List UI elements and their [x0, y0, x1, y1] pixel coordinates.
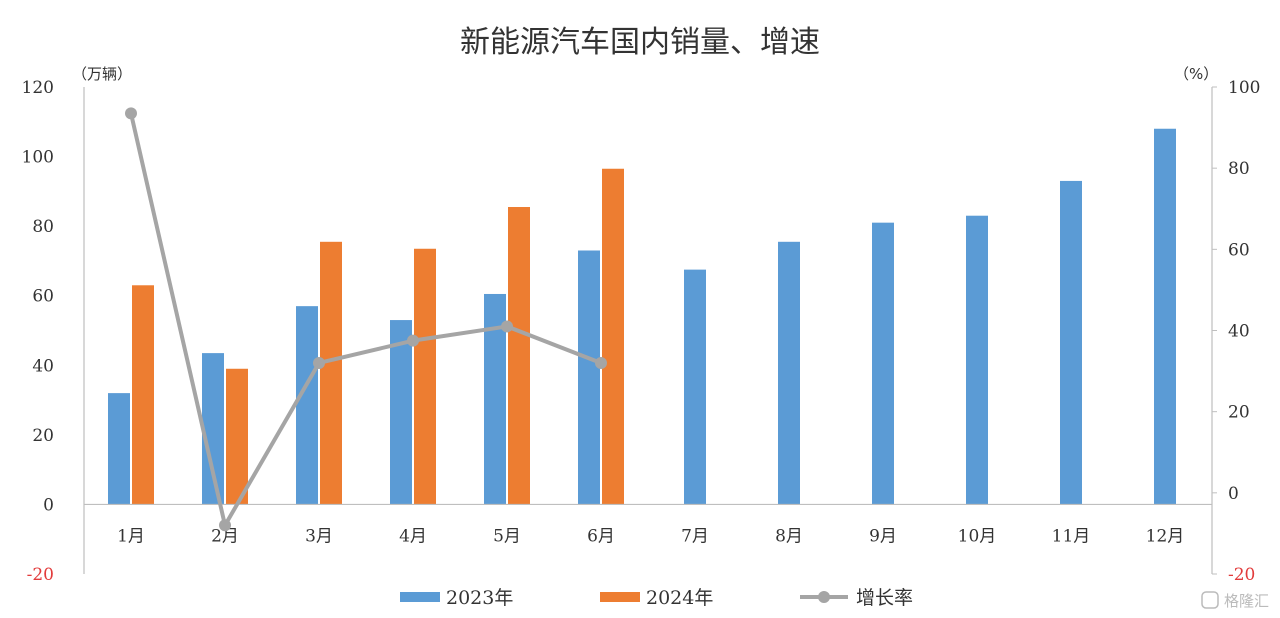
x-tick-label: 12月	[1146, 526, 1185, 546]
bar-2024年-1月	[132, 285, 154, 505]
legend: 2023年 2024年 增长率	[400, 587, 913, 609]
growth-rate-point	[125, 107, 137, 120]
left-axis: -20 0 20 40 60 80 100 120	[22, 78, 85, 585]
bar-2023年-3月	[296, 306, 318, 505]
legend-marker-增长率	[818, 591, 830, 603]
growth-rate-point	[313, 356, 325, 369]
left-tick-label: 80	[32, 217, 54, 237]
bar-2023年-6月	[578, 250, 600, 505]
legend-swatch-2023年	[400, 592, 440, 602]
x-tick-label: 11月	[1052, 526, 1091, 546]
x-tick-label: 5月	[493, 526, 521, 546]
watermark-text: 格隆汇	[1224, 592, 1269, 610]
bar-2024年-5月	[508, 207, 530, 505]
bar-2023年-5月	[484, 293, 506, 505]
bar-2024年-3月	[320, 241, 342, 505]
bar-2023年-7月	[684, 269, 706, 505]
watermark-logo-icon	[1201, 591, 1219, 609]
right-tick-label: 100	[1228, 78, 1260, 98]
right-tick-label: 0	[1228, 484, 1239, 504]
left-tick-label: 20	[32, 426, 54, 446]
right-tick-label: 60	[1228, 240, 1250, 260]
x-tick-label: 3月	[305, 526, 333, 546]
chart-title: 新能源汽车国内销量、增速	[460, 25, 820, 60]
x-tick-label: 8月	[775, 526, 803, 546]
bar-2024年-4月	[414, 248, 436, 505]
right-tick-label: 80	[1228, 159, 1250, 179]
left-tick-label: 40	[32, 356, 54, 376]
bar-2023年-10月	[966, 215, 988, 505]
left-tick-label: 0	[43, 495, 54, 515]
right-tick-label: 20	[1228, 403, 1250, 423]
bar-series	[108, 128, 1176, 505]
bar-2024年-6月	[602, 168, 624, 505]
left-tick-label: 100	[22, 148, 54, 168]
right-axis-unit: （%）	[1174, 65, 1218, 83]
x-tick-label: 9月	[869, 526, 897, 546]
bar-2023年-12月	[1154, 128, 1176, 505]
growth-rate-series	[125, 107, 607, 532]
x-tick-label: 10月	[958, 526, 997, 546]
right-tick-label: 40	[1228, 322, 1250, 342]
x-tick-label: 7月	[681, 526, 709, 546]
bar-2023年-1月	[108, 393, 130, 505]
x-axis-labels: 1月 2月 3月 4月 5月 6月 7月 8月 9月 10月 11月 12月	[117, 526, 1184, 546]
x-tick-label: 4月	[399, 526, 427, 546]
x-tick-label: 2月	[211, 526, 239, 546]
left-axis-unit: （万辆）	[72, 65, 132, 83]
left-tick-label: -20	[27, 565, 54, 585]
right-axis: -20 0 20 40 60 80 100	[1211, 78, 1260, 585]
left-tick-label: 60	[32, 287, 54, 307]
bar-2023年-2月	[202, 353, 224, 505]
x-tick-label: 1月	[117, 526, 145, 546]
growth-rate-point	[595, 356, 607, 369]
x-tick-label: 6月	[587, 526, 615, 546]
growth-rate-point	[407, 334, 419, 347]
growth-rate-line	[129, 112, 602, 528]
legend-label: 2024年	[646, 587, 713, 609]
growth-rate-point	[501, 320, 513, 333]
bar-2023年-11月	[1060, 180, 1082, 505]
left-tick-label: 120	[22, 78, 54, 98]
legend-swatch-2024年	[600, 592, 640, 602]
bar-2024年-2月	[226, 368, 248, 505]
growth-rate-point	[219, 519, 231, 532]
bar-2023年-8月	[778, 241, 800, 505]
bar-2023年-9月	[872, 222, 894, 505]
bar-2023年-4月	[390, 320, 412, 505]
legend-label: 2023年	[446, 587, 513, 609]
right-tick-label: -20	[1228, 565, 1255, 585]
legend-label: 增长率	[856, 587, 913, 609]
watermark: 格隆汇	[1201, 591, 1269, 610]
